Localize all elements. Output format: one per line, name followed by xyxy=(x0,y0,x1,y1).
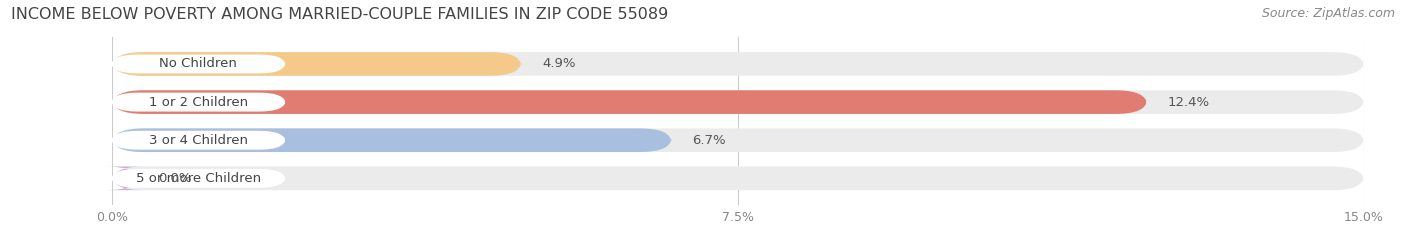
Text: Source: ZipAtlas.com: Source: ZipAtlas.com xyxy=(1261,7,1395,20)
FancyBboxPatch shape xyxy=(112,90,1147,114)
Text: 6.7%: 6.7% xyxy=(692,134,725,147)
Text: 4.9%: 4.9% xyxy=(543,58,575,70)
Text: 0.0%: 0.0% xyxy=(159,172,191,185)
Text: No Children: No Children xyxy=(159,58,238,70)
FancyBboxPatch shape xyxy=(112,128,1364,152)
FancyBboxPatch shape xyxy=(112,128,672,152)
Text: 3 or 4 Children: 3 or 4 Children xyxy=(149,134,247,147)
Text: 5 or more Children: 5 or more Children xyxy=(136,172,262,185)
FancyBboxPatch shape xyxy=(111,93,285,112)
FancyBboxPatch shape xyxy=(111,55,285,73)
Text: INCOME BELOW POVERTY AMONG MARRIED-COUPLE FAMILIES IN ZIP CODE 55089: INCOME BELOW POVERTY AMONG MARRIED-COUPL… xyxy=(11,7,668,22)
FancyBboxPatch shape xyxy=(112,167,1364,190)
FancyBboxPatch shape xyxy=(112,52,1364,76)
FancyBboxPatch shape xyxy=(105,167,145,190)
Text: 1 or 2 Children: 1 or 2 Children xyxy=(149,96,247,109)
FancyBboxPatch shape xyxy=(111,169,285,188)
FancyBboxPatch shape xyxy=(112,52,522,76)
FancyBboxPatch shape xyxy=(111,131,285,150)
FancyBboxPatch shape xyxy=(112,90,1364,114)
Text: 12.4%: 12.4% xyxy=(1168,96,1211,109)
